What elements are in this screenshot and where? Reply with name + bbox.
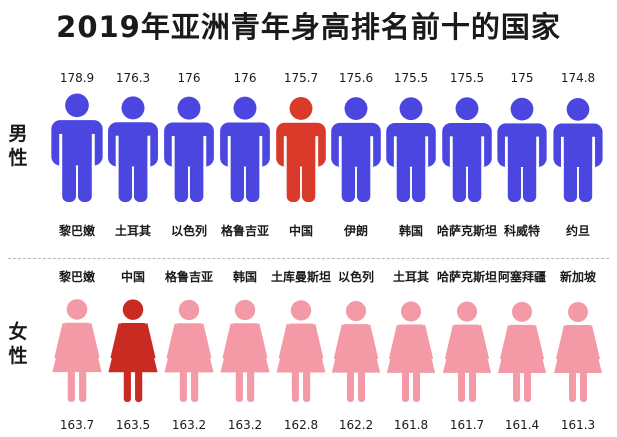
female-section-label: 女性 — [8, 321, 28, 367]
male-value-label: 175.5 — [450, 71, 484, 85]
female-category-label: 新加坡 — [560, 269, 597, 284]
female-figure-highlight — [108, 299, 158, 402]
male-figure — [553, 98, 603, 202]
male-value-label: 174.8 — [561, 71, 595, 85]
section-divider — [8, 258, 609, 259]
male-figure — [164, 96, 214, 202]
male-value-label: 175.7 — [284, 71, 318, 85]
female-value-label: 162.8 — [284, 418, 318, 432]
female-figure — [52, 299, 102, 402]
female-category-label: 格鲁吉亚 — [165, 269, 213, 284]
male-category-label: 以色列 — [171, 223, 207, 238]
male-figure — [386, 97, 436, 202]
male-value-label: 175.6 — [339, 71, 373, 85]
male-category-label: 约旦 — [566, 223, 590, 238]
male-category-label: 科威特 — [504, 223, 540, 238]
female-category-label: 土库曼斯坦 — [271, 269, 331, 284]
female-figure — [164, 299, 214, 402]
male-figure-highlight — [276, 97, 326, 202]
male-category-label: 格鲁吉亚 — [221, 223, 269, 238]
male-value-label: 176.3 — [116, 71, 150, 85]
male-figure — [220, 96, 270, 202]
female-value-label: 162.2 — [339, 418, 373, 432]
female-value-label: 161.8 — [394, 418, 428, 432]
female-category-label: 土耳其 — [393, 269, 429, 284]
female-figure — [442, 301, 492, 402]
female-category-label: 韩国 — [233, 269, 257, 284]
female-figure — [497, 301, 547, 402]
male-value-label: 178.9 — [60, 71, 94, 85]
female-value-label: 163.2 — [228, 418, 262, 432]
female-figure — [554, 302, 602, 402]
female-value-label: 161.4 — [505, 418, 539, 432]
female-figure — [276, 300, 326, 402]
male-category-label: 韩国 — [399, 223, 423, 238]
female-figure — [220, 299, 270, 402]
chart-title: 2019年亚洲青年身高排名前十的国家 — [56, 10, 561, 44]
male-figure — [331, 97, 381, 202]
male-value-label: 176 — [234, 71, 257, 85]
female-value-label: 161.3 — [561, 418, 595, 432]
female-value-label: 163.7 — [60, 418, 94, 432]
male-figure — [442, 97, 492, 202]
female-value-label: 163.5 — [116, 418, 150, 432]
male-value-label: 175 — [511, 71, 534, 85]
female-category-label: 中国 — [121, 269, 145, 284]
male-category-label: 伊朗 — [343, 223, 368, 238]
male-category-label: 土耳其 — [115, 223, 151, 238]
male-category-label: 黎巴嫩 — [59, 223, 96, 238]
male-figure — [51, 93, 103, 202]
female-category-label: 阿塞拜疆 — [498, 269, 546, 284]
female-category-label: 以色列 — [338, 269, 374, 284]
female-figure — [331, 300, 381, 402]
female-category-label: 哈萨克斯坦 — [437, 269, 497, 284]
female-value-label: 163.2 — [172, 418, 206, 432]
male-category-label: 中国 — [289, 223, 313, 238]
female-figure — [386, 301, 436, 402]
male-category-label: 哈萨克斯坦 — [437, 223, 497, 238]
female-category-label: 黎巴嫩 — [59, 269, 96, 284]
male-figure — [497, 97, 547, 202]
male-value-label: 175.5 — [394, 71, 428, 85]
male-section-label: 男性 — [8, 123, 28, 169]
male-value-label: 176 — [178, 71, 201, 85]
female-value-label: 161.7 — [450, 418, 484, 432]
male-figure — [108, 96, 158, 202]
